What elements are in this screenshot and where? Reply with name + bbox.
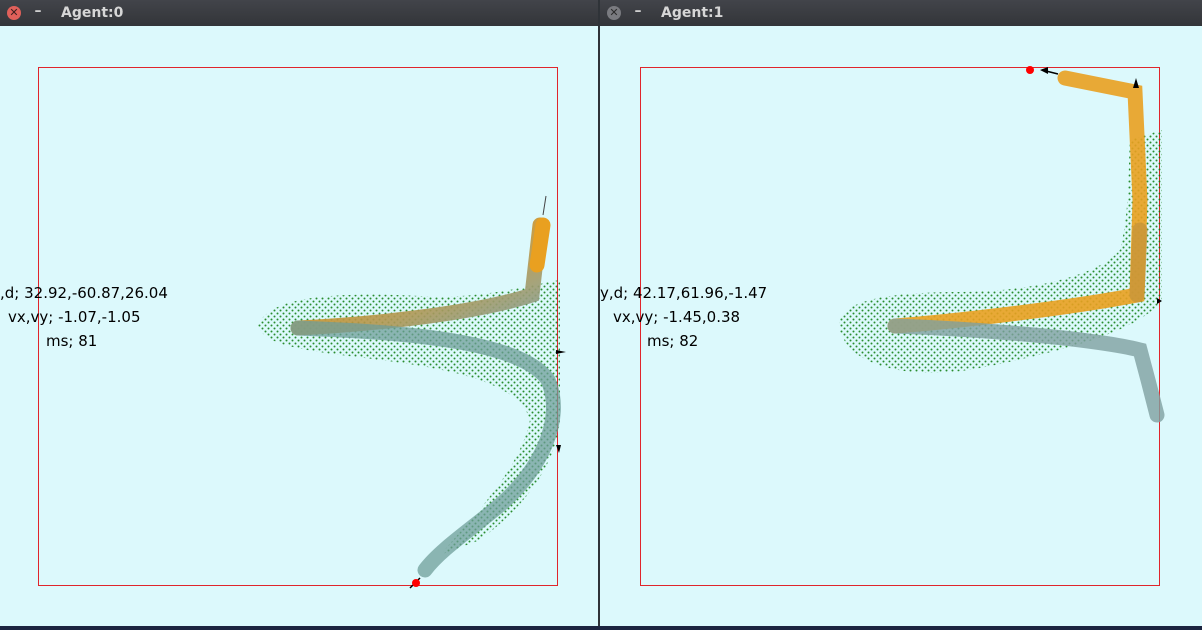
path-segment [1129, 222, 1148, 303]
state-readout: y,d; 42.17,61.96,-1.47 [600, 284, 768, 302]
velocity-readout: vx,vy; -1.07,-1.05 [8, 308, 141, 326]
trajectory-path [290, 320, 561, 578]
title-bar: ✕ – Agent:1 [600, 0, 1202, 26]
timing-readout: ms; 81 [46, 332, 98, 350]
heading-line [542, 195, 547, 216]
sample-cloud [839, 130, 1162, 373]
title-bar: ✕ – Agent:0 [0, 0, 599, 26]
trajectory-path [887, 318, 1165, 423]
velocity-readout: vx,vy; -1.45,0.38 [613, 308, 741, 326]
minimize-icon[interactable]: – [34, 3, 42, 19]
close-icon[interactable]: ✕ [607, 6, 621, 20]
state-readout: ,d; 32.92,-60.87,26.04 [0, 284, 168, 302]
arrow-icon [1040, 67, 1048, 74]
minimize-icon[interactable]: – [634, 3, 642, 19]
window-title: Agent:1 [661, 5, 724, 21]
arrow-icon [1133, 78, 1139, 88]
arrow-icon [1157, 298, 1162, 304]
simulation-canvas [640, 66, 1165, 586]
arena-boundary [640, 67, 1160, 586]
window-divider [598, 0, 600, 630]
taskbar-strip [0, 626, 1202, 630]
simulation-canvas [38, 67, 566, 589]
path-head [529, 217, 551, 273]
window-title: Agent:0 [61, 5, 124, 21]
arrow-icon [556, 445, 561, 453]
goal-marker [412, 579, 420, 587]
agent-1-window: ✕ – Agent:1 y,d; 42.17,61.96,-1.47 vx,vy… [600, 0, 1202, 630]
agent-0-window: ✕ – Agent:0 ,d; 32.92,-60.87,26.04 v [0, 0, 599, 630]
timing-readout: ms; 82 [647, 332, 699, 350]
goal-marker [1026, 66, 1034, 74]
close-icon[interactable]: ✕ [7, 6, 21, 20]
arrow-icon [556, 350, 566, 354]
